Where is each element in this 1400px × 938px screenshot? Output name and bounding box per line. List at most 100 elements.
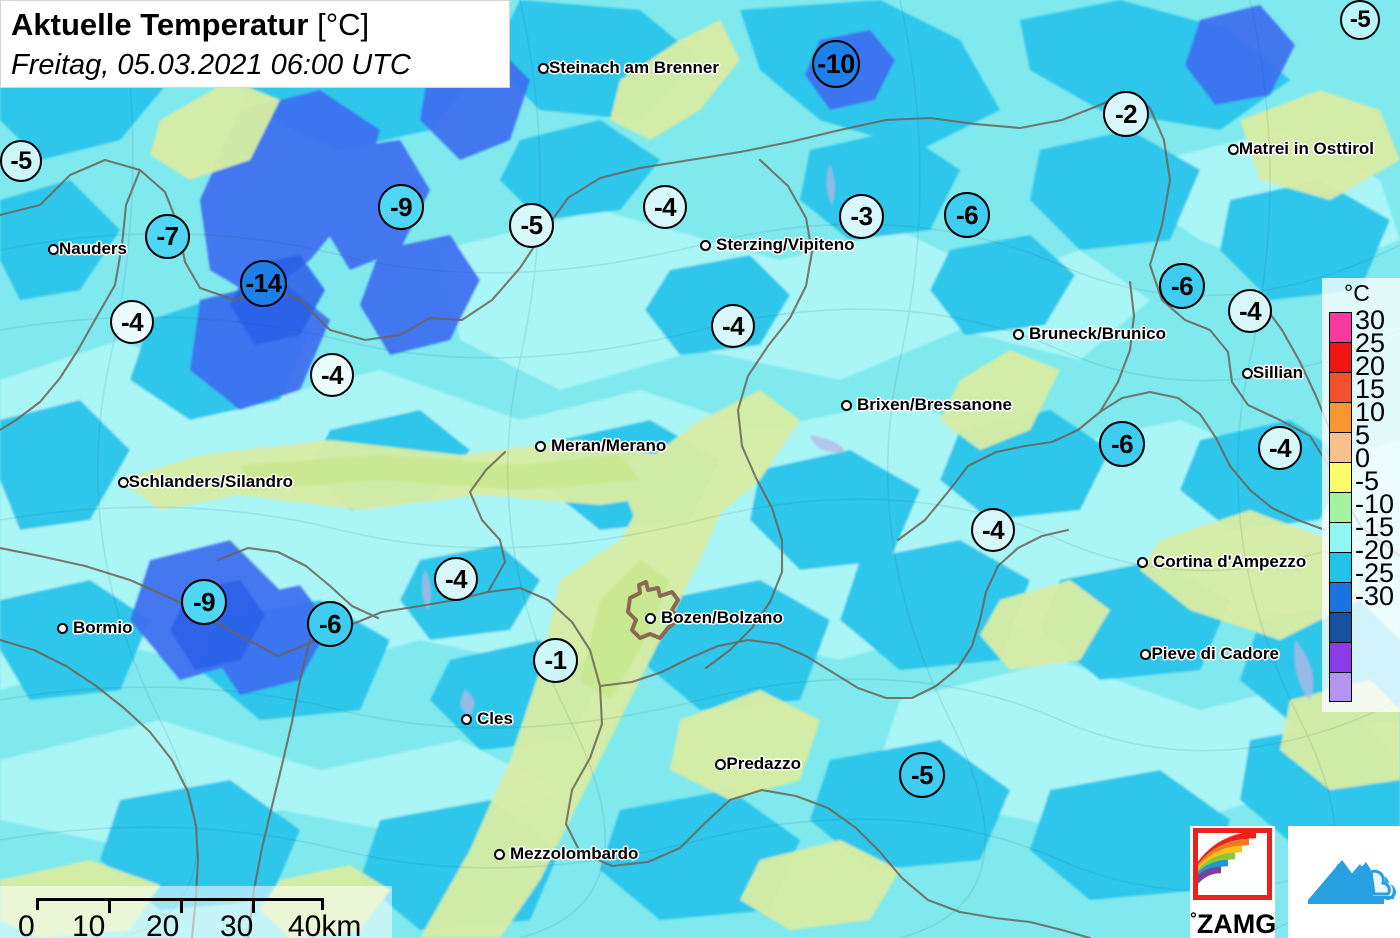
city-marker[interactable]: Steinach am Brenner bbox=[537, 58, 724, 78]
legend-value: 10 bbox=[1355, 397, 1386, 427]
city-marker[interactable]: Sillian bbox=[1241, 363, 1308, 383]
zamg-label: ZAMG bbox=[1196, 909, 1277, 938]
temperature-bubble[interactable]: -4 bbox=[1228, 289, 1272, 333]
temperature-bubble[interactable]: -4 bbox=[711, 304, 755, 348]
temperature-bubble[interactable]: -6 bbox=[307, 601, 353, 647]
temperature-bubble[interactable]: -5 bbox=[509, 203, 554, 248]
legend-value: -5 bbox=[1355, 466, 1380, 496]
legend-value: -10 bbox=[1355, 489, 1395, 519]
temperature-bubble[interactable]: -6 bbox=[1159, 263, 1205, 309]
temperature-bubble[interactable]: -2 bbox=[1103, 91, 1149, 137]
temperature-bubble[interactable]: -4 bbox=[1258, 426, 1302, 470]
title-main: Aktuelle Temperatur bbox=[11, 7, 309, 42]
temperature-bubble[interactable]: -4 bbox=[110, 300, 154, 344]
zamg-degree-symbol: ° bbox=[1190, 909, 1197, 928]
page-title: Aktuelle Temperatur [°C] bbox=[11, 5, 499, 45]
city-label: Cles bbox=[477, 709, 513, 728]
temperature-bubble[interactable]: -5 bbox=[1340, 0, 1380, 40]
city-dot-icon bbox=[645, 612, 656, 624]
city-marker[interactable]: Bruneck/Brunico bbox=[1013, 324, 1166, 344]
temperature-bubble[interactable]: -4 bbox=[971, 508, 1015, 552]
legend-swatch bbox=[1329, 552, 1352, 582]
scale-bar-box: 0 10 20 30 40km bbox=[0, 886, 392, 938]
temperature-bubble[interactable]: -7 bbox=[145, 214, 190, 259]
rainbow-icon bbox=[1198, 833, 1257, 885]
temperature-bubble[interactable]: -6 bbox=[944, 192, 990, 238]
city-marker[interactable]: Meran/Merano bbox=[535, 436, 666, 456]
temperature-bubble[interactable]: -3 bbox=[839, 194, 884, 239]
city-dot-icon bbox=[1140, 648, 1152, 660]
legend-tick-labels: 30 25 20 15 10 5 0 -5 -10 -15 -20 -25 -30 bbox=[1355, 305, 1395, 611]
weather-app-logo[interactable] bbox=[1288, 826, 1400, 938]
city-label: Predazzo bbox=[726, 754, 801, 773]
city-label: Meran/Merano bbox=[551, 436, 667, 455]
temperature-bubble[interactable]: -4 bbox=[643, 185, 687, 229]
city-marker[interactable]: Cles bbox=[461, 709, 513, 729]
legend-swatch bbox=[1329, 372, 1352, 402]
city-dot-icon bbox=[47, 243, 59, 255]
legend-swatch bbox=[1329, 612, 1352, 642]
legend-value: 25 bbox=[1355, 328, 1386, 358]
city-marker[interactable]: Cortina d'Ampezzo bbox=[1137, 552, 1306, 572]
bozen-municipal-boundary bbox=[626, 580, 680, 640]
legend-swatch bbox=[1329, 402, 1352, 432]
city-marker[interactable]: Matrei in Osttirol bbox=[1227, 139, 1379, 159]
temperature-bubble[interactable]: -10 bbox=[812, 40, 860, 88]
legend-swatch bbox=[1329, 582, 1352, 612]
temperature-bubble[interactable]: -9 bbox=[378, 184, 424, 230]
temperature-bubble[interactable]: -1 bbox=[533, 638, 578, 683]
city-marker[interactable]: Brixen/Bressanone bbox=[841, 395, 1012, 415]
city-dot-icon bbox=[535, 440, 546, 452]
city-marker[interactable]: Predazzo bbox=[715, 754, 806, 774]
city-marker[interactable]: Mezzolombardo bbox=[494, 844, 638, 864]
administrative-borders bbox=[0, 90, 1400, 938]
temperature-bubble[interactable]: -6 bbox=[1099, 421, 1145, 467]
legend-swatch bbox=[1329, 492, 1352, 522]
city-label: Mezzolombardo bbox=[510, 844, 639, 863]
map-title-box: Aktuelle Temperatur [°C] Freitag, 05.03.… bbox=[0, 0, 510, 88]
zamg-wordmark: °ZAMG bbox=[1190, 900, 1277, 938]
scale-tick-label: 0 bbox=[18, 910, 35, 938]
zamg-rainbow-frame bbox=[1193, 828, 1272, 900]
city-marker[interactable]: Nauders bbox=[47, 239, 132, 259]
city-dot-icon bbox=[1013, 328, 1024, 340]
city-marker[interactable]: Pieve di Cadore bbox=[1140, 644, 1284, 664]
legend-value: -20 bbox=[1355, 535, 1395, 565]
city-dot-icon bbox=[117, 476, 129, 488]
city-marker[interactable]: Bozen/Bolzano bbox=[645, 608, 783, 628]
city-label: Sterzing/Vipiteno bbox=[716, 235, 855, 254]
temperature-bubble[interactable]: -5 bbox=[0, 140, 42, 182]
temperature-bubble[interactable]: -14 bbox=[240, 260, 287, 307]
legend-swatch bbox=[1329, 522, 1352, 552]
temperature-bubble[interactable]: -4 bbox=[434, 557, 478, 601]
temperature-bubble[interactable]: -5 bbox=[899, 752, 945, 798]
temperature-bubble[interactable]: -9 bbox=[181, 579, 227, 625]
legend-value: 0 bbox=[1355, 443, 1371, 473]
scale-bar-labels: 0 10 20 30 40km bbox=[0, 910, 392, 938]
city-marker[interactable]: Bormio bbox=[57, 618, 133, 638]
legend-value: -25 bbox=[1355, 558, 1395, 588]
title-unit: [°C] bbox=[317, 7, 370, 42]
legend-value: -30 bbox=[1355, 581, 1395, 611]
city-marker[interactable]: Schlanders/Silandro bbox=[117, 472, 298, 492]
city-dot-icon bbox=[715, 758, 727, 770]
legend-swatch bbox=[1329, 462, 1352, 492]
city-label: Bormio bbox=[73, 618, 133, 637]
legend-swatch bbox=[1329, 342, 1352, 372]
temperature-bubble[interactable]: -4 bbox=[310, 353, 354, 397]
city-dot-icon bbox=[1227, 143, 1239, 155]
city-marker[interactable]: Sterzing/Vipiteno bbox=[700, 235, 855, 255]
city-label: Schlanders/Silandro bbox=[128, 472, 293, 491]
zamg-logo[interactable]: °ZAMG bbox=[1190, 826, 1277, 938]
city-label: Brixen/Bressanone bbox=[857, 395, 1012, 414]
city-dot-icon bbox=[700, 239, 711, 251]
city-dot-icon bbox=[1137, 556, 1148, 568]
legend-color-bars bbox=[1329, 312, 1352, 702]
legend-value: -15 bbox=[1355, 512, 1395, 542]
color-legend[interactable]: °C 30 25 20 15 10 5 0 -5 -10 -15 -20 -25 -30 bbox=[1322, 278, 1400, 712]
city-label: Nauders bbox=[58, 239, 127, 258]
legend-value: 30 bbox=[1355, 305, 1386, 335]
city-dot-icon bbox=[461, 713, 472, 725]
